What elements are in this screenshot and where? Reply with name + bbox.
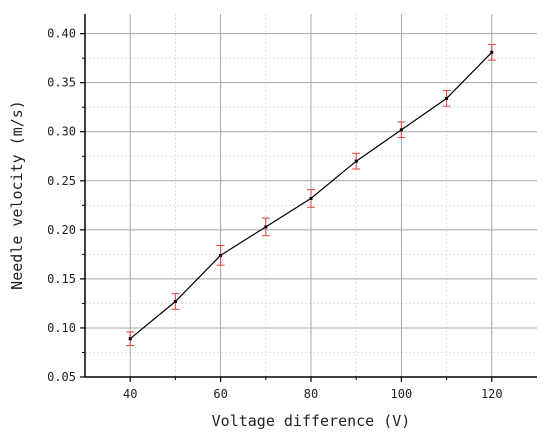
x-tick-label: 100	[391, 387, 413, 401]
data-point	[264, 225, 268, 229]
y-tick-label: 0.15	[47, 272, 76, 286]
y-tick-label: 0.05	[47, 370, 76, 384]
y-tick-label: 0.20	[47, 223, 76, 237]
data-point	[173, 299, 177, 303]
y-axis-label: Needle velocity (m/s)	[8, 100, 26, 290]
ticks: 40 60 80 100 120 0.05 0.10 0.15 0.20 0.25 0.30 0.35…	[47, 27, 503, 401]
x-tick-label: 40	[123, 387, 137, 401]
x-axis-label: Voltage difference (V)	[212, 412, 411, 430]
data-point	[128, 337, 132, 341]
y-tick-label: 0.25	[47, 174, 76, 188]
series-layer	[126, 43, 496, 347]
y-tick-label: 0.10	[47, 321, 76, 335]
x-tick-label: 60	[213, 387, 227, 401]
y-tick-label: 0.30	[47, 125, 76, 139]
data-point	[490, 50, 494, 54]
data-point	[445, 96, 449, 100]
data-point	[354, 159, 358, 163]
y-tick-label: 0.35	[47, 76, 76, 90]
x-tick-label: 80	[304, 387, 318, 401]
x-tick-label: 120	[481, 387, 503, 401]
y-tick-label: 0.40	[47, 27, 76, 41]
data-point	[219, 253, 223, 257]
data-point	[399, 128, 403, 132]
data-point	[309, 196, 313, 200]
